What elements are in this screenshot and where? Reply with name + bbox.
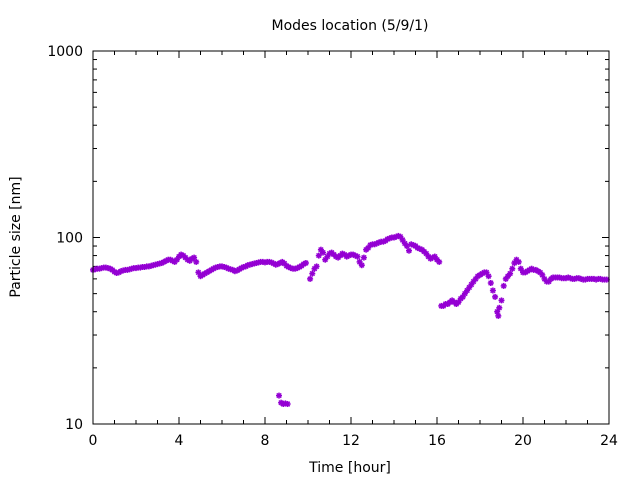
axes: 0 4 8 12 16 20 24 10 100 1000 [47, 44, 618, 449]
data-point-stroke [406, 248, 412, 254]
data-point-stroke [320, 249, 326, 256]
data-point-stroke [537, 269, 543, 276]
data-point [495, 312, 502, 319]
data-point-stroke [490, 287, 496, 294]
data-point [320, 249, 326, 256]
x-tick-label: 0 [89, 433, 98, 449]
data-point-stroke [485, 273, 492, 279]
data-point [284, 401, 291, 407]
data-point [492, 293, 499, 300]
data-point-stroke [488, 280, 494, 286]
data-point-stroke [423, 250, 429, 257]
data-point [487, 280, 494, 286]
data-point [509, 265, 516, 272]
data-point [309, 270, 316, 277]
data-point [315, 252, 322, 259]
data-point [276, 392, 282, 399]
x-tick-label: 24 [600, 433, 618, 449]
x-tick-label: 4 [175, 433, 184, 449]
data-point [307, 275, 314, 282]
data-point-stroke [361, 254, 367, 261]
data-point-stroke [507, 270, 513, 277]
data-point [500, 282, 507, 289]
chart-title: Modes location (5/9/1) [272, 18, 429, 34]
data-point-stroke [402, 240, 408, 247]
data-point-stroke [496, 305, 502, 311]
data-point-stroke [193, 259, 199, 265]
data-point [406, 247, 412, 254]
data-point-stroke [495, 313, 501, 319]
data-point-stroke [516, 259, 522, 265]
data-point-stroke [309, 270, 315, 277]
data-point [193, 258, 200, 265]
data-point-stroke [307, 276, 313, 282]
y-axis-label: Particle size [nm] [8, 176, 24, 297]
data-point [436, 258, 443, 265]
data-point [302, 260, 309, 266]
data-point [313, 263, 320, 270]
data-point-stroke [313, 263, 320, 270]
data-point [485, 273, 492, 280]
x-tick-label: 20 [514, 433, 532, 449]
x-tick-label: 16 [428, 433, 446, 449]
data-point [498, 297, 505, 304]
data-point-stroke [354, 253, 361, 260]
data-point-stroke [501, 283, 507, 289]
y-tick-label: 1000 [47, 44, 83, 60]
data-point-stroke [492, 294, 498, 300]
data-point [539, 271, 546, 278]
x-tick-label: 8 [261, 433, 270, 449]
data-point-stroke [195, 269, 202, 276]
plot-frame [92, 50, 610, 425]
data-point [515, 258, 522, 265]
data-point-stroke [191, 254, 197, 261]
data-point-stroke [518, 266, 524, 272]
data-point [489, 287, 496, 294]
data-point-stroke [541, 276, 548, 282]
data-point-stroke [483, 269, 490, 276]
data-point-stroke [498, 297, 505, 304]
data-point-stroke [399, 237, 406, 243]
data-point-stroke [318, 247, 324, 253]
data-point [507, 270, 514, 277]
data-point [496, 304, 503, 311]
data-point-stroke [436, 259, 442, 265]
data-point-stroke [303, 260, 309, 266]
x-axis-label: Time [hour] [308, 460, 391, 476]
data-point-stroke [539, 272, 545, 278]
data-point-stroke [604, 276, 610, 283]
data-point [358, 262, 365, 269]
data-point [360, 254, 367, 261]
data-point-stroke [284, 401, 291, 407]
data-point-stroke [316, 252, 322, 259]
data-point-stroke [432, 253, 438, 260]
y-tick-label: 100 [56, 231, 83, 247]
data-point-stroke [397, 234, 404, 240]
data-point-stroke [356, 259, 363, 265]
data-point-stroke [276, 392, 282, 399]
data-points [90, 232, 610, 407]
x-tick-label: 12 [342, 433, 360, 449]
data-point-stroke [359, 262, 365, 268]
data-point [354, 253, 361, 260]
data-point-stroke [509, 266, 515, 272]
y-tick-label: 10 [65, 417, 83, 433]
data-point [603, 276, 610, 283]
